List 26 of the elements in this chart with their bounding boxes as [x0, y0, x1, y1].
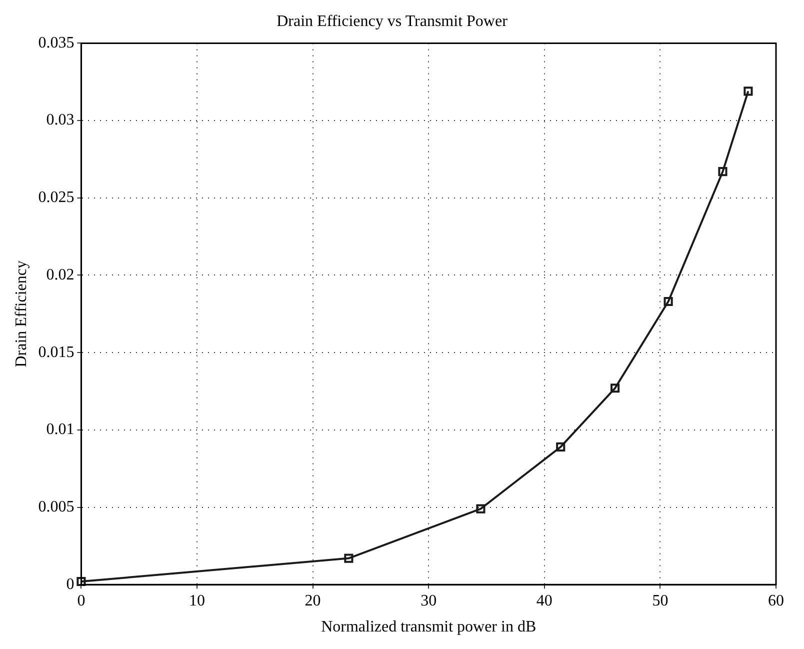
x-tick-label: 40 — [536, 592, 552, 610]
y-tick-label: 0.005 — [38, 498, 74, 516]
x-tick-label: 20 — [304, 592, 321, 610]
y-tick-label: 0.035 — [38, 34, 74, 52]
point — [744, 86, 753, 96]
y-axis-title: Drain Efficiency — [12, 260, 30, 368]
x-tick-label: 0 — [77, 592, 86, 610]
y-tick-label: 0 — [66, 576, 74, 593]
y-tick-label: 0.015 — [38, 344, 74, 361]
y-tick-label: 0.01 — [46, 421, 74, 438]
y-tick-label: 0.03 — [46, 112, 74, 129]
x-tick-label: 60 — [768, 592, 784, 610]
point — [76, 576, 86, 586]
y-tick-label: 0.02 — [46, 266, 74, 284]
y-tick-label: 0.025 — [38, 189, 74, 206]
x-axis-title: Normalized transmit power in dB — [321, 618, 536, 636]
point — [718, 167, 728, 176]
x-tick-label: 30 — [420, 592, 437, 610]
x-tick-label: 10 — [189, 592, 205, 610]
chart-title: Drain Efficiency vs Transmit Power — [276, 12, 508, 30]
x-tick-label: 50 — [652, 592, 668, 610]
point — [344, 554, 354, 563]
point — [476, 504, 486, 514]
point — [610, 384, 620, 393]
point — [664, 296, 673, 306]
point — [556, 442, 566, 452]
